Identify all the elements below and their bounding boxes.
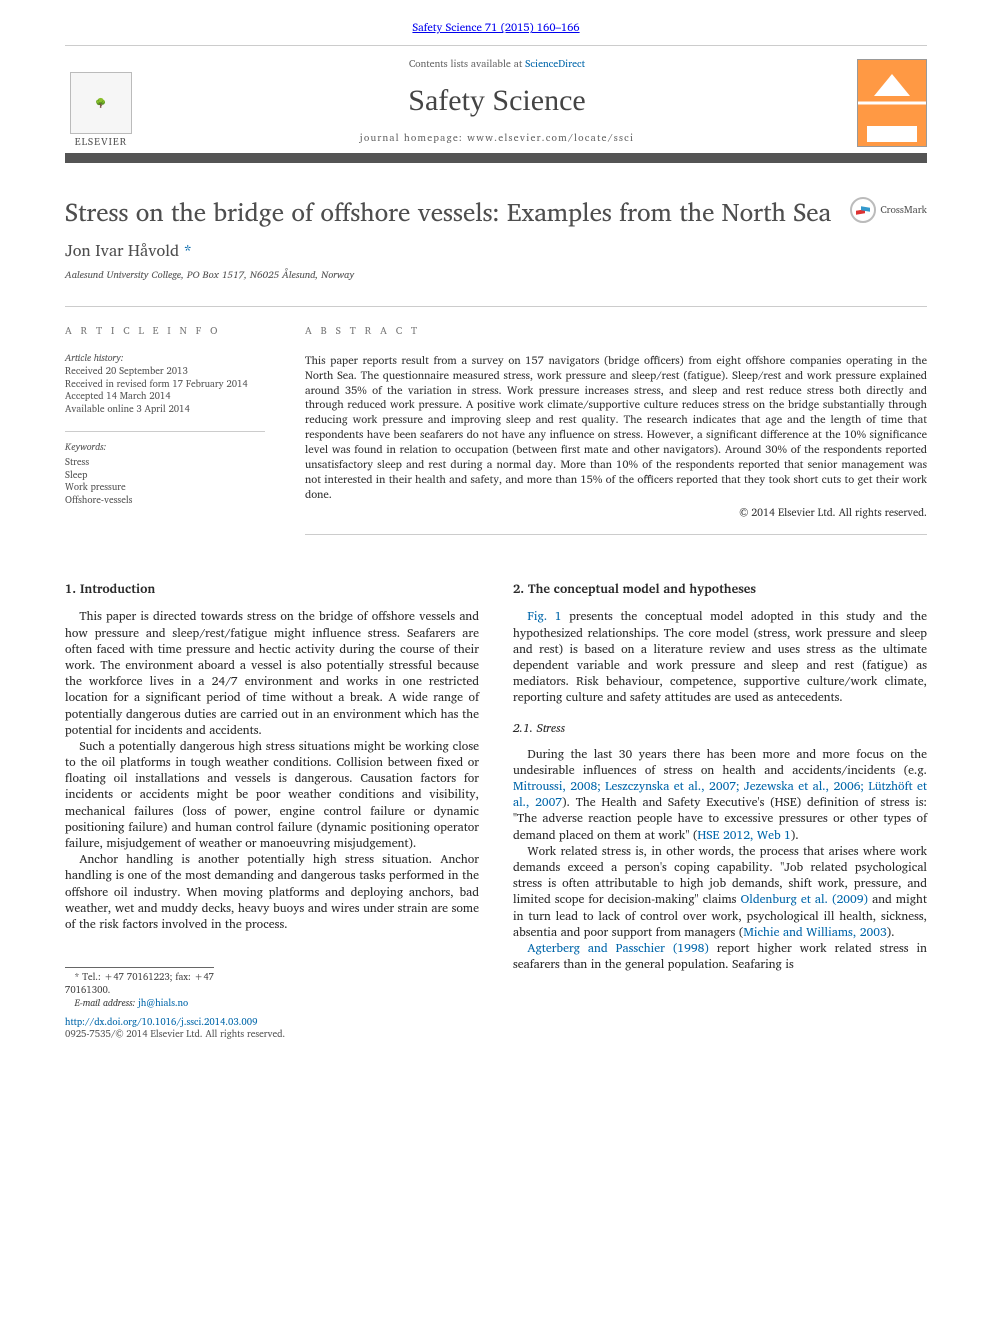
- publisher-logo[interactable]: 🌳 ELSEVIER: [65, 58, 137, 154]
- author-line: Jon Ivar Håvold *: [65, 241, 927, 263]
- publisher-name: ELSEVIER: [75, 136, 127, 150]
- abstract-text: This paper reports result from a survey …: [305, 353, 927, 501]
- keyword: Offshore-vessels: [65, 495, 265, 508]
- footnote-tel: * Tel.: +47 70161223; fax: +47 70161300.: [65, 972, 214, 998]
- abstract-rule: [305, 534, 927, 535]
- text-span: presents the conceptual model adopted in…: [513, 607, 927, 707]
- journal-header: 🌳 ELSEVIER Contents lists available at S…: [65, 45, 927, 164]
- info-separator: [65, 431, 265, 432]
- crossmark-icon: [850, 197, 876, 223]
- info-heading: A R T I C L E I N F O: [65, 325, 265, 339]
- paragraph: Anchor handling is another potentially h…: [65, 852, 479, 933]
- article-body: Stress on the bridge of offshore vessels…: [65, 163, 927, 1042]
- corresponding-marker[interactable]: *: [184, 238, 192, 264]
- abstract-block: A B S T R A C T This paper reports resul…: [305, 306, 927, 534]
- abstract-heading: A B S T R A C T: [305, 325, 927, 339]
- header-center: Contents lists available at ScienceDirec…: [152, 58, 842, 154]
- email-label: E-mail address:: [75, 996, 139, 1011]
- tel-value: +47 70161223: [104, 970, 170, 985]
- cover-caption: safety science: [874, 133, 910, 141]
- paragraph: Agterberg and Passchier (1998) report hi…: [513, 941, 927, 973]
- contents-prefix: Contents lists available at: [409, 56, 525, 72]
- paper-title: Stress on the bridge of offshore vessels…: [65, 197, 850, 227]
- keyword: Stress: [65, 457, 265, 470]
- paragraph: This paper is directed towards stress on…: [65, 609, 479, 739]
- footnote-email: E-mail address: jh@hials.no: [65, 998, 214, 1011]
- author-name: Jon Ivar Håvold: [65, 238, 179, 264]
- paragraph: During the last 30 years there has been …: [513, 747, 927, 844]
- section-2-heading: 2. The conceptual model and hypotheses: [513, 581, 927, 598]
- paragraph: Work related stress is, in other words, …: [513, 844, 927, 941]
- elsevier-tree-icon: 🌳: [70, 72, 132, 134]
- crossmark-badge[interactable]: CrossMark: [850, 197, 927, 223]
- paragraph: Such a potentially dangerous high stress…: [65, 739, 479, 852]
- email-link[interactable]: jh@hials.no: [138, 996, 188, 1011]
- fax-label: ; fax:: [170, 970, 194, 985]
- journal-cover-thumbnail[interactable]: safety science: [857, 59, 927, 147]
- section-1-heading: 1. Introduction: [65, 581, 479, 598]
- contents-line: Contents lists available at ScienceDirec…: [152, 58, 842, 72]
- abstract-copyright: © 2014 Elsevier Ltd. All rights reserved…: [305, 505, 927, 519]
- right-column: 2. The conceptual model and hypotheses F…: [513, 581, 927, 1043]
- paragraph: Fig. 1 presents the conceptual model ado…: [513, 609, 927, 706]
- text-span: During the last 30 years there has been …: [513, 745, 927, 780]
- citation-line: Safety Science 71 (2015) 160–166: [0, 0, 992, 45]
- history-line: Available online 3 April 2014: [65, 404, 265, 417]
- footnotes: * Tel.: +47 70161223; fax: +47 70161300.…: [65, 967, 214, 1010]
- citation-link[interactable]: Safety Science 71 (2015) 160–166: [412, 18, 579, 36]
- homepage-line: journal homepage: www.elsevier.com/locat…: [152, 132, 842, 146]
- affiliation: Aalesund University College, PO Box 1517…: [65, 269, 927, 283]
- article-info: A R T I C L E I N F O Article history: R…: [65, 306, 265, 534]
- issn-copyright: 0925-7535/© 2014 Elsevier Ltd. All right…: [65, 1027, 285, 1042]
- title-row: Stress on the bridge of offshore vessels…: [65, 197, 927, 227]
- left-column: 1. Introduction This paper is directed t…: [65, 581, 479, 1043]
- meta-block: A R T I C L E I N F O Article history: R…: [65, 306, 927, 534]
- section-2-1-heading: 2.1. Stress: [513, 721, 927, 737]
- journal-title: Safety Science: [152, 81, 842, 122]
- footer-meta: http://dx.doi.org/10.1016/j.ssci.2014.03…: [65, 1017, 479, 1043]
- body-columns: 1. Introduction This paper is directed t…: [65, 581, 927, 1043]
- cover-triangle-icon: [874, 74, 910, 96]
- crossmark-label: CrossMark: [880, 204, 927, 218]
- keywords-label: Keywords:: [65, 442, 265, 455]
- sciencedirect-link[interactable]: ScienceDirect: [525, 56, 585, 72]
